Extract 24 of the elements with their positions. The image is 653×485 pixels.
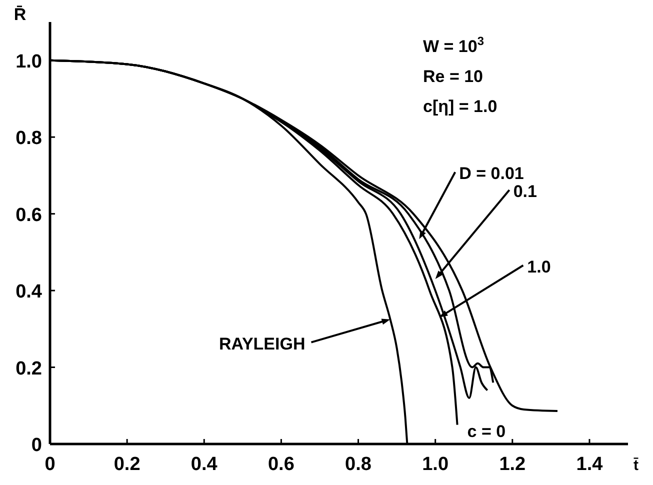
x-tick-label: 1.4: [576, 454, 604, 475]
annotation: RAYLEIGH: [218, 334, 306, 354]
x-axis-title: t̄: [632, 457, 639, 474]
x-tick-label: 1.0: [422, 454, 449, 475]
x-tick-label: 0.6: [268, 454, 294, 475]
x-tick-label: 0: [44, 454, 56, 475]
annotation: 1.0: [527, 257, 551, 276]
annotation: 0.1: [513, 182, 537, 202]
y-tick-label: 0: [31, 435, 42, 456]
x-tick-label: 0.4: [190, 454, 218, 475]
x-tick-label: 0.8: [345, 454, 372, 475]
annotation: Re = 10: [423, 67, 484, 86]
y-tick-label: 0.4: [16, 282, 42, 303]
y-axis-title: R̄: [14, 5, 26, 24]
y-tick-label: 0.2: [16, 358, 42, 380]
x-tick-label: 1.2: [499, 454, 526, 475]
y-tick-label: 0.8: [16, 128, 42, 150]
annotation: D = 0.01: [459, 164, 524, 184]
annotation: c = 0: [467, 422, 506, 441]
y-tick-label: 1.0: [16, 51, 42, 72]
x-tick-label: 0.2: [114, 454, 140, 475]
annotation: c[η] = 1.0: [423, 97, 498, 116]
y-tick-label: 0.6: [16, 204, 42, 226]
annotation: W = 10$^{3}$: [423, 34, 484, 56]
